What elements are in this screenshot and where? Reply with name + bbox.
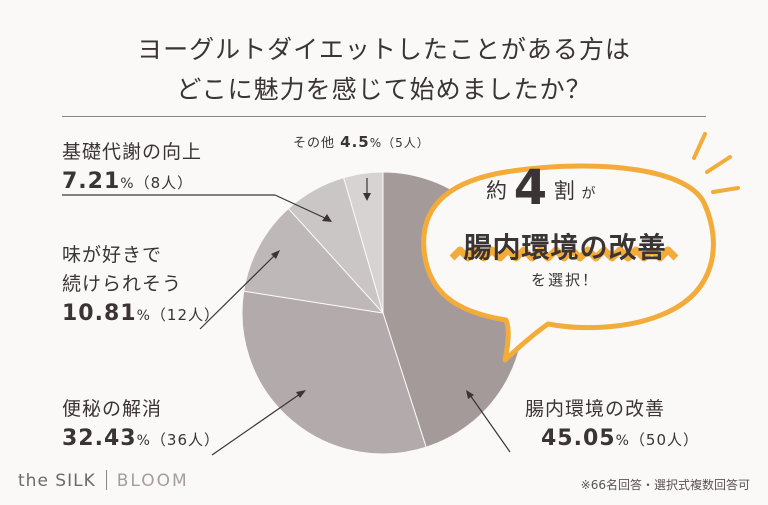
highlight-zigzag <box>449 246 679 262</box>
arrowhead-metabolism <box>322 214 332 222</box>
slice-count: （36人） <box>150 431 220 449</box>
arrowhead-other <box>363 193 371 201</box>
leader-taste <box>199 254 276 330</box>
footnote: ※66名回答・選択式複数回答可 <box>580 478 750 492</box>
slice-percent: 7.21 <box>62 169 121 194</box>
percent-unit: % <box>120 176 135 192</box>
sparkle-line-2 <box>705 155 732 174</box>
label-constipation: 便秘の解消 32.43%（36人） <box>62 395 220 456</box>
callout-highlight: 腸内環境の改善 <box>463 231 667 264</box>
slice-constipation <box>241 290 427 455</box>
chart-title: ヨーグルトダイエットしたことがある方は どこに魅力を感じて始めましたか？ <box>0 30 768 110</box>
title-line-2: どこに魅力を感じて始めましたか？ <box>176 75 592 104</box>
slice-taste <box>243 207 385 314</box>
label-metabolism: 基礎代謝の向上 7.21%（8人） <box>62 138 202 199</box>
label-gut: 腸内環境の改善 45.05%（50人） <box>525 395 699 456</box>
slice-label-name: 基礎代謝の向上 <box>62 141 203 163</box>
sparkle-lines <box>692 132 740 194</box>
sparkle-line-1 <box>692 132 707 160</box>
callout-number: 4 <box>513 160 548 216</box>
arrowhead-taste <box>271 250 280 259</box>
callout-suffix: 割 <box>553 179 575 203</box>
slice-label-name: 便秘の解消 <box>62 398 163 420</box>
leader-lines <box>62 178 511 456</box>
brand-separator <box>105 470 107 490</box>
slice-count: （8人） <box>134 174 194 192</box>
slice-label-name: その他 <box>293 136 336 151</box>
title-line-1: ヨーグルトダイエットしたことがある方は <box>137 35 631 64</box>
pie-slices <box>241 171 525 455</box>
callout-headline: 約 4 割 が <box>486 164 596 214</box>
percent-unit: % <box>136 433 151 449</box>
label-other: その他 4.5%（5人） <box>293 133 430 153</box>
leader-metabolism <box>274 194 328 220</box>
arrowhead-constipation <box>296 390 306 398</box>
slice-label-name: 腸内環境の改善 <box>525 398 666 420</box>
callout-bubble <box>421 132 740 363</box>
slice-percent: 4.5 <box>340 133 370 151</box>
callout-bubble-shape <box>421 163 716 363</box>
slice-percent: 32.43 <box>62 426 137 451</box>
callout-prefix: 約 <box>486 179 507 203</box>
percent-unit: % <box>136 308 151 324</box>
slice-percent: 45.05 <box>541 426 616 451</box>
leader-constipation <box>211 393 301 456</box>
title-divider <box>62 116 706 117</box>
slice-label-line-1: 味が好きで <box>62 244 163 266</box>
brand-left: the SILK <box>18 471 96 491</box>
percent-unit: % <box>615 433 630 449</box>
callout-particle: が <box>581 186 596 202</box>
slice-count: （5人） <box>382 136 430 150</box>
percent-unit: % <box>369 136 383 150</box>
slice-other <box>343 171 384 314</box>
brand-right: BLOOM <box>116 471 189 491</box>
leader-arrowheads <box>271 193 474 399</box>
leader-gut <box>469 394 511 453</box>
callout-tail: を選択！ <box>530 271 599 289</box>
label-taste: 味が好きで 続けられそう 10.81%（12人） <box>62 241 220 331</box>
slice-count: （12人） <box>150 306 220 324</box>
arrowhead-gut <box>466 390 474 399</box>
brand-logo: the SILK BLOOM <box>18 470 189 491</box>
slice-count: （50人） <box>629 431 699 449</box>
slice-label-line-2: 続けられそう <box>62 273 183 295</box>
slice-percent: 10.81 <box>62 301 137 326</box>
sparkle-line-3 <box>711 186 740 194</box>
